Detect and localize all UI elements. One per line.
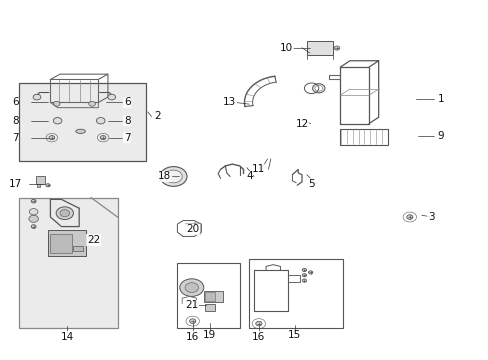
Circle shape <box>56 207 73 220</box>
Bar <box>50 234 72 253</box>
Text: 19: 19 <box>203 330 216 340</box>
Circle shape <box>108 94 115 100</box>
Text: 17: 17 <box>9 179 22 189</box>
Bar <box>249 259 342 328</box>
Bar <box>37 184 40 188</box>
Circle shape <box>312 84 325 93</box>
Circle shape <box>333 46 339 50</box>
Circle shape <box>31 225 36 228</box>
Circle shape <box>302 268 306 271</box>
Text: 2: 2 <box>154 112 160 121</box>
Text: 21: 21 <box>185 300 198 310</box>
Text: 20: 20 <box>186 224 199 234</box>
Circle shape <box>31 199 36 203</box>
Circle shape <box>308 271 312 274</box>
Text: 8: 8 <box>123 116 130 126</box>
Bar <box>203 291 223 302</box>
Bar <box>177 263 239 328</box>
Text: 12: 12 <box>295 118 308 129</box>
Text: 13: 13 <box>222 98 235 107</box>
Circle shape <box>60 210 69 217</box>
Circle shape <box>49 136 55 140</box>
Text: 14: 14 <box>61 332 74 342</box>
Bar <box>19 198 117 328</box>
Bar <box>19 83 146 161</box>
Bar <box>36 176 44 184</box>
Circle shape <box>164 170 182 183</box>
Circle shape <box>89 101 95 106</box>
Text: 16: 16 <box>186 332 199 342</box>
Text: 15: 15 <box>287 330 301 340</box>
Text: 6: 6 <box>12 98 19 107</box>
Circle shape <box>302 274 306 277</box>
Circle shape <box>46 184 50 187</box>
Circle shape <box>33 94 41 100</box>
Circle shape <box>184 283 198 293</box>
Text: 5: 5 <box>307 179 314 189</box>
Bar <box>73 246 83 251</box>
Circle shape <box>53 118 62 124</box>
Circle shape <box>314 85 322 91</box>
Text: 7: 7 <box>123 133 130 143</box>
Bar <box>306 41 332 55</box>
Circle shape <box>406 215 412 219</box>
Circle shape <box>100 136 106 140</box>
Text: 4: 4 <box>245 171 252 181</box>
Text: 1: 1 <box>437 94 444 104</box>
Text: 7: 7 <box>12 133 19 143</box>
Text: 10: 10 <box>280 43 293 53</box>
Circle shape <box>302 279 306 282</box>
Text: 3: 3 <box>427 212 434 222</box>
Text: 6: 6 <box>123 98 130 107</box>
Circle shape <box>29 215 39 222</box>
Text: 11: 11 <box>252 165 265 174</box>
Text: 16: 16 <box>252 332 265 342</box>
Circle shape <box>29 208 38 215</box>
Circle shape <box>255 321 262 326</box>
Text: 9: 9 <box>437 131 444 141</box>
Circle shape <box>189 319 196 323</box>
Bar <box>205 292 214 301</box>
Circle shape <box>180 279 203 296</box>
Circle shape <box>53 101 60 106</box>
Bar <box>48 230 86 256</box>
Bar <box>205 304 214 311</box>
Circle shape <box>96 118 105 124</box>
Text: 8: 8 <box>12 116 19 126</box>
Circle shape <box>160 167 186 186</box>
Text: 22: 22 <box>87 235 100 245</box>
Text: 18: 18 <box>157 171 170 181</box>
Ellipse shape <box>76 129 85 134</box>
